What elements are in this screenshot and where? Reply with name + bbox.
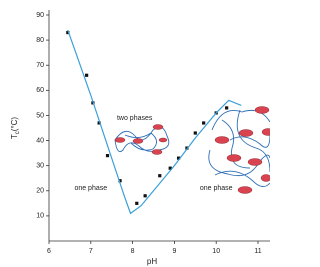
particle (215, 137, 229, 144)
x-tick-label: 8 (131, 248, 135, 255)
y-tick-label: 70 (36, 62, 44, 69)
page: Tc(°C) pH 10 20 30 40 50 60 70 80 90 6 7 8 9 10 11 two … (0, 0, 320, 267)
particle (238, 187, 252, 194)
y-tick-label: 60 (36, 87, 44, 94)
particle (255, 107, 269, 114)
chart: Tc(°C) pH 10 20 30 40 50 60 70 80 90 6 7 8 9 10 11 two … (0, 0, 270, 267)
x-tick-label: 6 (47, 248, 51, 255)
data-point (135, 202, 138, 205)
particle (115, 138, 125, 143)
particle (227, 155, 241, 162)
y-tick-label: 90 (36, 12, 44, 19)
particle (261, 175, 270, 182)
annotation: one phase (200, 185, 233, 192)
x-tick-label: 7 (89, 248, 93, 255)
data-point (158, 174, 161, 177)
y-tick-label: 10 (36, 213, 44, 220)
particle (248, 159, 262, 166)
particle (239, 130, 253, 137)
polymer-coil (209, 110, 270, 187)
data-point (202, 121, 205, 124)
particle (153, 125, 163, 130)
y-tick-label: 40 (36, 137, 44, 144)
y-tick-label: 80 (36, 37, 44, 44)
particle (133, 139, 143, 144)
x-axis-label: pH (147, 257, 157, 266)
x-tick-label: 11 (254, 248, 261, 255)
y-tick-label: 30 (36, 163, 44, 170)
y-tick-label: 50 (36, 112, 44, 119)
x-tick-label: 9 (172, 248, 176, 255)
data-point (144, 194, 147, 197)
x-tick-label: 10 (212, 248, 220, 255)
data-point (194, 131, 197, 134)
particle (152, 150, 162, 155)
particle (262, 129, 270, 136)
y-label-unit: (°C) (10, 117, 19, 132)
particle (159, 138, 167, 142)
data-point (106, 154, 109, 157)
y-tick-label: 20 (36, 188, 44, 195)
annotation: two phases (117, 115, 153, 122)
y-axis-label: Tc(°C) (10, 117, 20, 140)
data-point (85, 74, 88, 77)
data-point (225, 106, 228, 109)
annotation: one phase (74, 185, 107, 192)
